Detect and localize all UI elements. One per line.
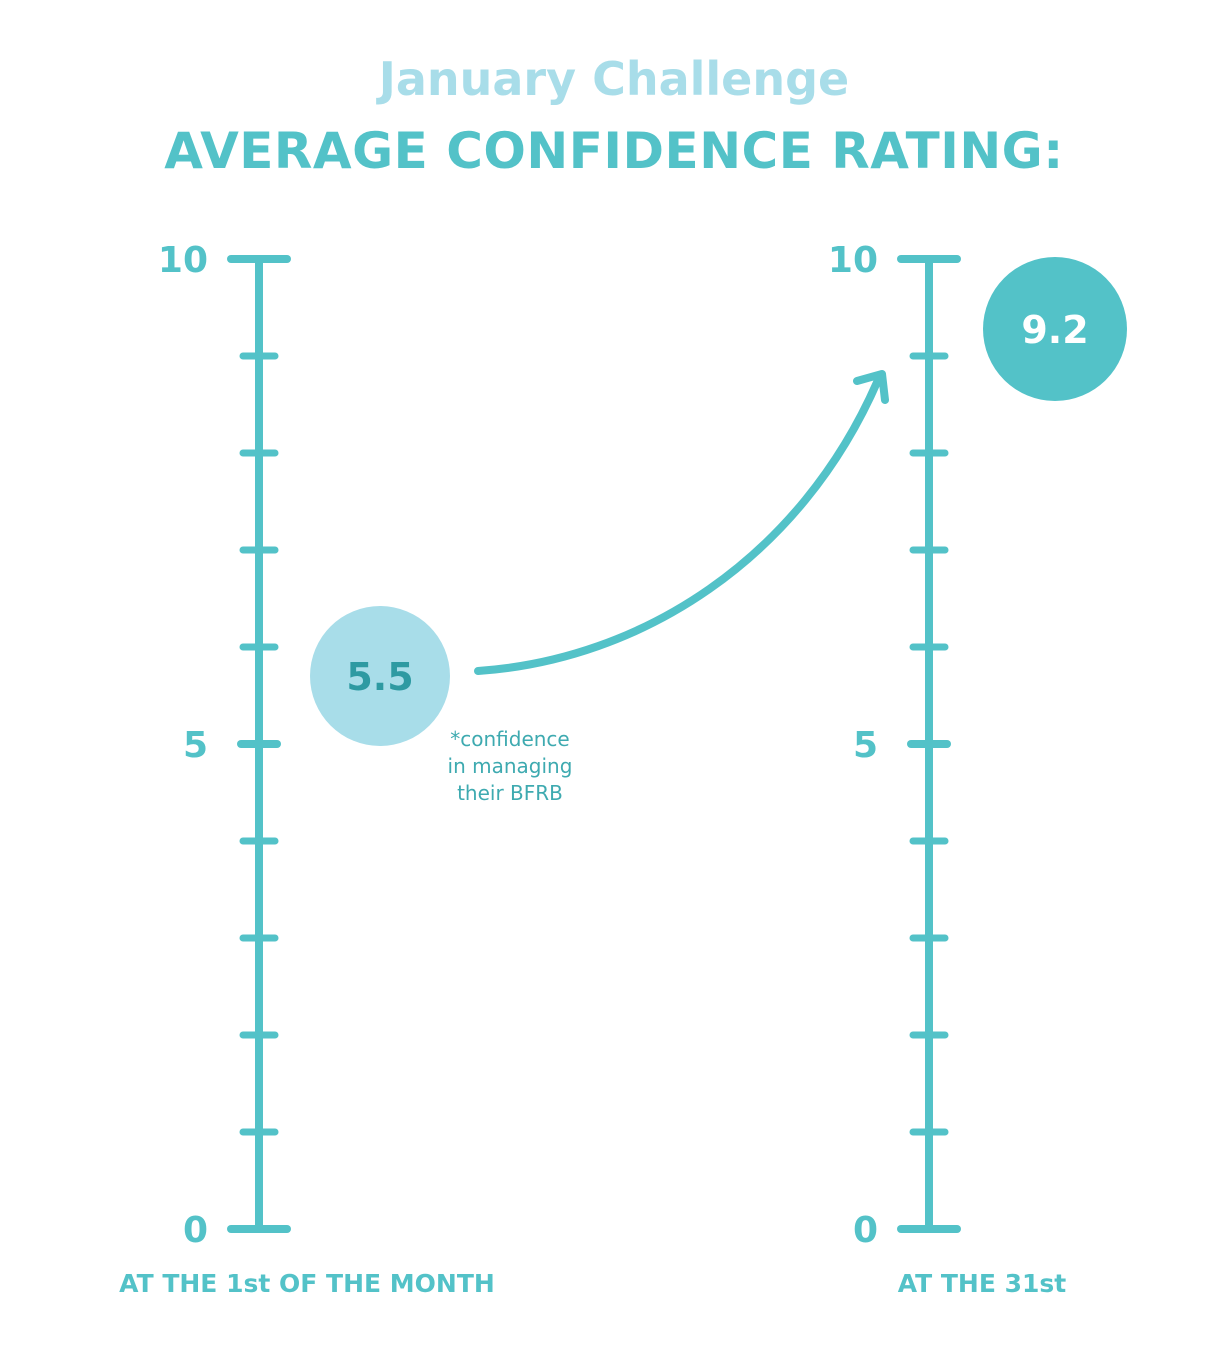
axis-start — [227, 255, 291, 1233]
value-label: 9.2 — [1021, 308, 1088, 352]
annotation-line: *confidence — [450, 727, 569, 751]
tick-label: 10 — [828, 240, 878, 281]
chart-title: AVERAGE CONFIDENCE RATING: — [164, 122, 1064, 180]
tick-label: 10 — [158, 240, 208, 281]
tick-label: 5 — [183, 725, 208, 766]
annotation-line: their BFRB — [457, 781, 563, 805]
value-label: 5.5 — [346, 655, 413, 699]
tick-label: 5 — [853, 725, 878, 766]
axis-caption: AT THE 1st OF THE MONTH — [119, 1269, 495, 1298]
tick-label: 0 — [853, 1210, 878, 1251]
progress-arrow — [474, 376, 882, 675]
value-bubble — [310, 606, 450, 746]
annotation-line: in managing — [448, 754, 573, 778]
tick-label: 0 — [183, 1210, 208, 1251]
chart-subtitle: January Challenge — [378, 52, 850, 106]
arrow-head — [853, 370, 889, 404]
axis-end — [897, 255, 961, 1233]
value-bubble — [983, 257, 1127, 401]
axis-caption: AT THE 31st — [898, 1269, 1067, 1298]
